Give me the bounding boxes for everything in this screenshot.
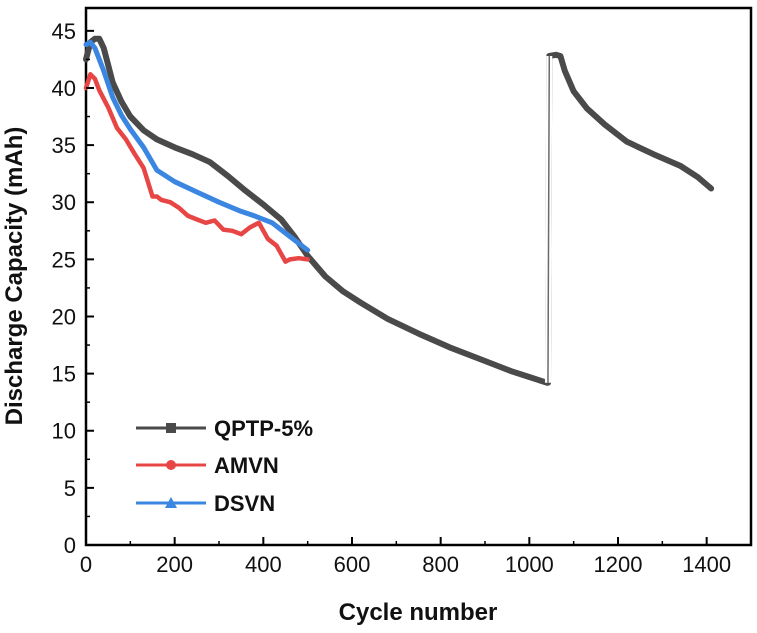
y-tick-label-0: 0 [64, 533, 76, 558]
y-tick-label-45: 45 [52, 19, 76, 44]
legend-label-dsvn: DSVN [214, 491, 275, 516]
series-line-dsvn [83, 39, 311, 253]
x-tick-label-1400: 1400 [682, 552, 731, 577]
y-tick-label-40: 40 [52, 76, 76, 101]
y-tick-label-35: 35 [52, 133, 76, 158]
x-tick-label-400: 400 [245, 552, 282, 577]
series-line-amvn [83, 72, 310, 264]
legend-marker-qptp [166, 423, 176, 433]
y-tick-label-15: 15 [52, 362, 76, 387]
legend: QPTP-5% AMVN DSVN [136, 416, 313, 516]
legend-marker-dsvn [165, 497, 177, 508]
x-tick-label-1000: 1000 [505, 552, 554, 577]
x-tick-label-1200: 1200 [594, 552, 643, 577]
y-axis-title: Discharge Capacity (mAh) [1, 127, 28, 426]
plot-frame [84, 6, 753, 547]
y-tick-label-25: 25 [52, 247, 76, 272]
legend-label-qptp: QPTP-5% [214, 416, 313, 441]
jump-connector [547, 55, 551, 383]
y-tick-label-10: 10 [52, 419, 76, 444]
series-layer [83, 35, 715, 386]
x-axis-title: Cycle number [339, 599, 498, 626]
series-line-qptp-5- [83, 35, 715, 386]
legend-marker-amvn [166, 460, 176, 470]
y-tick-label-30: 30 [52, 190, 76, 215]
x-tick-label-0: 0 [80, 552, 92, 577]
x-tick-label-800: 800 [422, 552, 459, 577]
ticks-layer: 0 200 400 600 800 1000 1200 1400 0 5 10 15 20 25 30 35 4… [52, 19, 732, 577]
x-tick-label-600: 600 [334, 552, 371, 577]
y-tick-label-5: 5 [64, 476, 76, 501]
y-tick-label-20: 20 [52, 304, 76, 329]
legend-label-amvn: AMVN [214, 453, 279, 478]
x-tick-label-200: 200 [156, 552, 193, 577]
